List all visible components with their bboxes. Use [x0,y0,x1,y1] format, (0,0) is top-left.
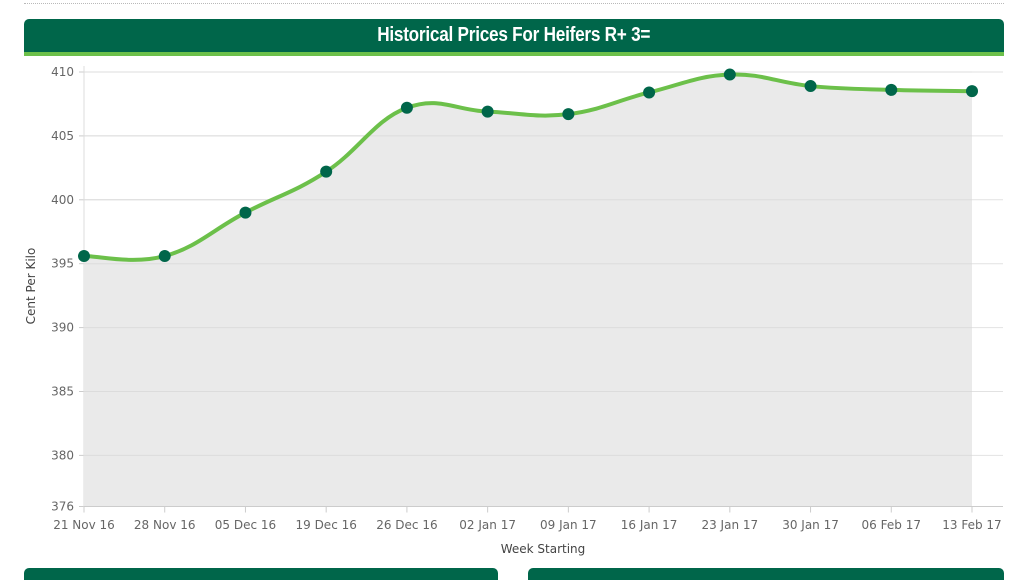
x-tick-label: 19 Dec 16 [295,518,356,532]
x-tick-label: 16 Jan 17 [621,518,678,532]
data-point-marker [320,165,333,178]
data-point-marker [78,250,90,263]
y-tick-label: 390 [51,321,74,335]
data-point-marker [723,68,736,81]
data-point-marker [239,206,252,219]
area-fill [84,74,972,507]
y-tick-label: 400 [51,193,74,207]
y-tick-label: 385 [51,384,74,398]
next-panel-header-right [528,568,1004,580]
x-tick-label: 30 Jan 17 [782,518,839,532]
x-tick-label: 23 Jan 17 [701,518,758,532]
data-point-marker [562,108,575,121]
data-point-marker [804,80,817,93]
x-tick-label: 13 Feb 17 [942,518,1001,532]
y-tick-label: 405 [51,129,74,143]
x-tick-label: 06 Feb 17 [862,518,921,532]
x-tick-label: 21 Nov 16 [53,518,115,532]
x-tick-label: 26 Dec 16 [376,518,437,532]
x-axis-title: Week Starting [501,542,586,556]
data-point-marker [400,101,413,114]
data-point-marker [966,85,978,98]
y-tick-label: 410 [51,65,74,79]
chart-title-bar: Historical Prices For Heifers R+ 3= [24,19,1004,56]
data-point-marker [643,86,656,99]
y-axis-title: Cent Per Kilo [24,248,38,325]
chart-title: Historical Prices For Heifers R+ 3= [377,24,651,46]
y-tick-label: 395 [51,257,74,271]
y-tick-label: 376 [51,500,74,514]
x-tick-label: 09 Jan 17 [540,518,597,532]
data-point-marker [885,83,898,96]
data-point-marker [481,105,494,118]
next-panel-header-left [24,568,498,580]
x-tick-label: 05 Dec 16 [215,518,276,532]
y-tick-label: 380 [51,448,74,462]
x-tick-label: 28 Nov 16 [134,518,196,532]
data-point-marker [158,250,171,263]
x-tick-label: 02 Jan 17 [459,518,516,532]
dotted-divider [24,3,1004,4]
